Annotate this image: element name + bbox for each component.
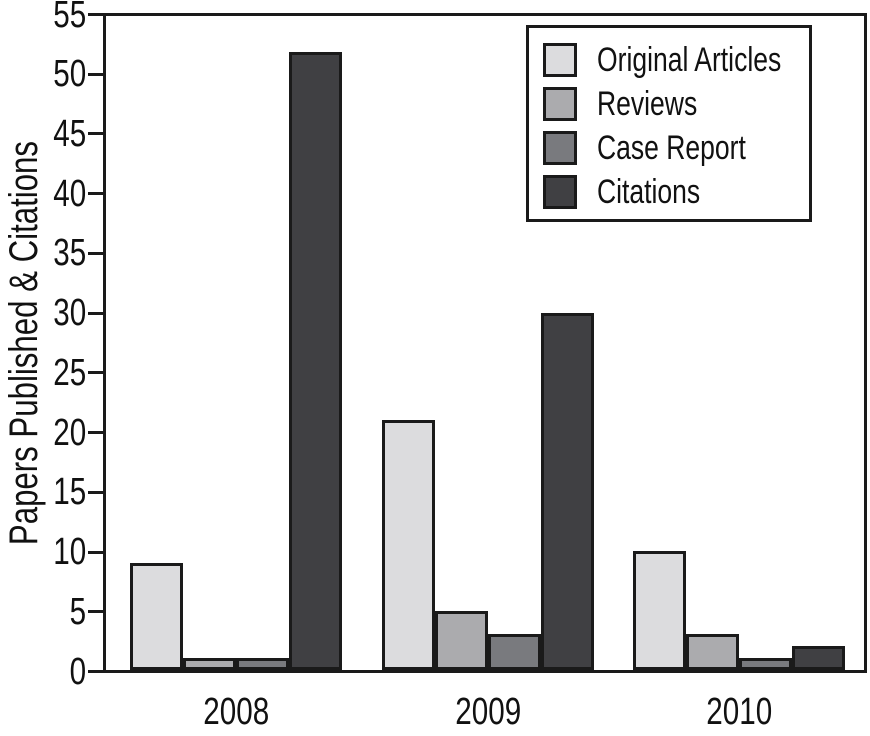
- bars-layer: [106, 16, 864, 670]
- legend: Original Articles Reviews Case Report Citat…: [526, 25, 812, 222]
- legend-swatch-case-report: [543, 131, 577, 165]
- bar-reviews-2009: [435, 611, 488, 670]
- bar-citations-2010: [792, 646, 845, 670]
- y-tick-mark-15: [88, 490, 103, 494]
- y-tick-label-50: 50: [0, 54, 86, 94]
- legend-item-reviews: Reviews: [529, 82, 809, 126]
- legend-label-original-articles: Original Articles: [597, 41, 782, 79]
- legend-label-case-report: Case Report: [597, 129, 746, 167]
- y-tick-mark-50: [88, 72, 103, 76]
- x-tick-label-2010: 2010: [633, 692, 845, 732]
- y-tick-label-text: 10: [53, 531, 86, 574]
- y-tick-label-text: 30: [53, 292, 86, 335]
- x-tick-label-text: 2009: [455, 691, 521, 733]
- y-tick-label-55: 55: [0, 0, 86, 35]
- y-tick-label-5: 5: [0, 592, 86, 632]
- y-tick-label-text: 50: [53, 53, 86, 96]
- y-tick-label-25: 25: [0, 353, 86, 393]
- y-tick-label-text: 35: [53, 232, 86, 275]
- legend-item-case-report: Case Report: [529, 126, 809, 170]
- y-tick-mark-10: [88, 550, 103, 554]
- y-tick-label-text: 55: [53, 0, 86, 36]
- y-tick-label-30: 30: [0, 293, 86, 333]
- y-tick-label-40: 40: [0, 174, 86, 214]
- y-tick-mark-0: [88, 670, 103, 673]
- y-tick-label-text: 25: [53, 351, 86, 394]
- y-tick-label-text: 5: [69, 590, 86, 633]
- y-tick-mark-40: [88, 192, 103, 196]
- y-tick-label-text: 20: [53, 411, 86, 454]
- y-tick-label-text: 0: [69, 650, 86, 693]
- y-tick-label-15: 15: [0, 472, 86, 512]
- bar-citations-2008: [289, 52, 342, 670]
- x-tick-label-text: 2010: [706, 691, 772, 733]
- y-tick-label-0: 0: [0, 652, 86, 692]
- bar-case-report-2010: [739, 658, 792, 670]
- x-tick-label-2009: 2009: [382, 692, 594, 732]
- y-tick-mark-45: [88, 132, 103, 136]
- legend-swatch-citations: [543, 175, 577, 209]
- bar-case-report-2008: [236, 658, 289, 670]
- legend-swatch-original-articles: [543, 43, 577, 77]
- y-tick-mark-25: [88, 371, 103, 375]
- legend-item-citations: Citations: [529, 170, 809, 214]
- legend-item-original-articles: Original Articles: [529, 38, 809, 82]
- legend-rows: Original Articles Reviews Case Report Citat…: [529, 38, 809, 214]
- y-tick-mark-20: [88, 431, 103, 435]
- legend-swatch-reviews: [543, 87, 577, 121]
- bar-original-articles-2010: [633, 551, 686, 670]
- y-tick-label-20: 20: [0, 413, 86, 453]
- y-tick-label-45: 45: [0, 114, 86, 154]
- y-tick-label-10: 10: [0, 532, 86, 572]
- legend-label-citations: Citations: [597, 173, 701, 211]
- y-tick-label-35: 35: [0, 233, 86, 273]
- y-tick-mark-55: [88, 13, 103, 16]
- y-tick-mark-30: [88, 311, 103, 315]
- y-axis-title-box: Papers Published & Citations: [0, 13, 48, 673]
- y-tick-mark-5: [88, 610, 103, 614]
- y-tick-mark-35: [88, 251, 103, 255]
- x-tick-label-2008: 2008: [130, 692, 342, 732]
- bar-original-articles-2008: [130, 563, 183, 670]
- bar-original-articles-2009: [382, 420, 435, 670]
- bar-citations-2009: [541, 313, 594, 670]
- y-tick-label-text: 45: [53, 112, 86, 155]
- y-tick-label-text: 40: [53, 172, 86, 215]
- bar-reviews-2010: [686, 634, 739, 670]
- bar-reviews-2008: [183, 658, 236, 670]
- bar-case-report-2009: [488, 634, 541, 670]
- x-tick-label-text: 2008: [203, 691, 269, 733]
- legend-label-reviews: Reviews: [597, 85, 698, 123]
- y-tick-label-text: 15: [53, 471, 86, 514]
